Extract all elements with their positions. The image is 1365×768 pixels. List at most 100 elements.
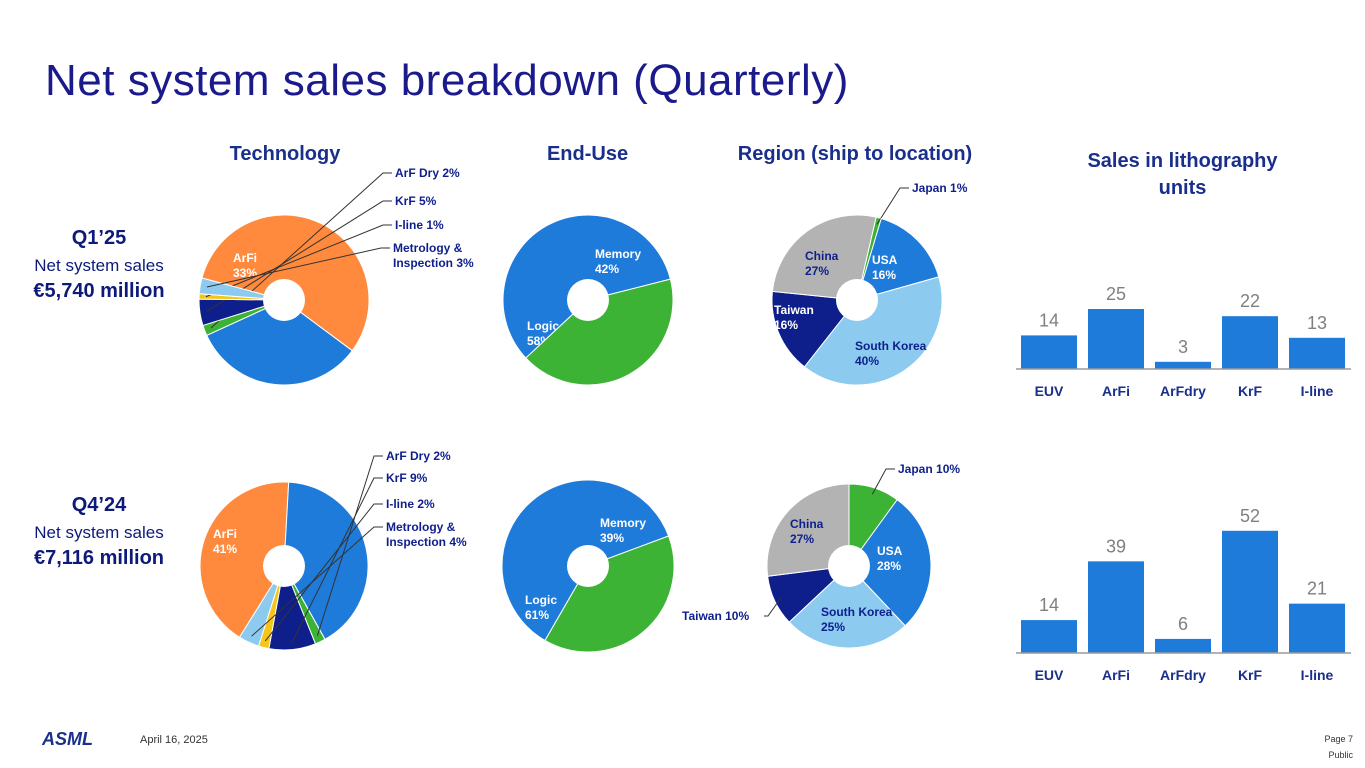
pie-slice-euv bbox=[199, 481, 290, 638]
pie-slice-memory bbox=[544, 535, 675, 653]
slice-label-arfi: ArFi 41% bbox=[213, 527, 237, 556]
quarter-block-q4-24: Q4’24 Net system sales €7,116 million bbox=[14, 494, 184, 570]
bar-arfdry bbox=[1155, 638, 1211, 653]
donut-hole bbox=[828, 545, 870, 587]
callout-label-krf: KrF 9% bbox=[386, 471, 428, 485]
slice-label-south-korea: South Korea 25% bbox=[821, 605, 893, 634]
page-title: Net system sales breakdown (Quarterly) bbox=[45, 56, 849, 105]
pie-slice-metrology-inspection bbox=[238, 565, 285, 647]
slice-label-logic: Logic 61% bbox=[525, 593, 557, 622]
bar-category-label: ArFdry bbox=[1160, 383, 1206, 399]
pie-end-use-1: Logic 58%Memory 42% bbox=[502, 214, 674, 386]
callout-line-metrology-inspection bbox=[251, 526, 383, 637]
slice-label-south-korea: South Korea 40% bbox=[855, 339, 927, 368]
pie-slice-usa bbox=[848, 498, 932, 627]
pie-end-use-5: Logic 61% Memory 39% bbox=[501, 479, 675, 653]
bar-category-label: EUV bbox=[1035, 667, 1064, 683]
bar-i-line bbox=[1289, 337, 1345, 369]
callout-label-taiwan: Taiwan 10% bbox=[682, 609, 749, 623]
heading-units: Sales in lithography units bbox=[1087, 150, 1278, 199]
callout-line-krf bbox=[291, 477, 383, 644]
footer-classification: Public bbox=[1328, 750, 1353, 760]
heading-region: Region (ship to location) bbox=[737, 143, 973, 165]
asml-logo: ASML bbox=[41, 729, 106, 754]
svg-text:ASML: ASML bbox=[42, 729, 93, 749]
slice-label-china: China 27% bbox=[805, 249, 839, 278]
bar-category-label: ArFi bbox=[1102, 383, 1130, 399]
callout-label-i-line: I-line 2% bbox=[386, 497, 435, 511]
pie-slice-south-korea bbox=[803, 276, 943, 386]
pie-slice-memory bbox=[525, 278, 674, 386]
bar-value-label: 39 bbox=[1106, 536, 1126, 556]
quarter-label: Q4’24 bbox=[71, 494, 127, 516]
callout-label-arf-dry: ArF Dry 2% bbox=[395, 166, 460, 180]
callout-line-metrology-inspection bbox=[206, 247, 390, 288]
callout-label-i-line: I-line 1% bbox=[395, 218, 444, 232]
callout-label-arf-dry: ArF Dry 2% bbox=[386, 449, 451, 463]
bar-category-label: KrF bbox=[1238, 667, 1263, 683]
bar-i-line bbox=[1289, 603, 1345, 653]
slice-label-usa: USA 16% bbox=[872, 253, 898, 282]
pie-slice-china bbox=[766, 483, 850, 577]
bar-category-label: I-line bbox=[1301, 667, 1334, 683]
pie-region-ship-to-location-6: Japan 10% USA 28% South Korea 25% Taiwan 10% C… bbox=[682, 462, 960, 649]
donut-hole bbox=[567, 545, 609, 587]
callout-label-japan: Japan 1% bbox=[912, 181, 968, 195]
bar-category-label: I-line bbox=[1301, 383, 1334, 399]
pie-slice-china bbox=[771, 214, 877, 301]
pie-region-ship-to-location-2: Japan 1% USA 16% South Korea 40% Taiwan 16% Chi… bbox=[771, 181, 968, 386]
pie-slice-arfi bbox=[283, 481, 369, 641]
callout-line-arf-dry bbox=[316, 455, 383, 636]
bar-value-label: 22 bbox=[1240, 291, 1260, 311]
sales-label: Net system sales bbox=[34, 256, 164, 275]
heading-end-use: End-Use bbox=[546, 143, 629, 165]
bar-euv bbox=[1021, 335, 1077, 369]
pie-slice-usa bbox=[856, 217, 940, 301]
bar-value-label: 14 bbox=[1039, 310, 1059, 330]
sales-label: Net system sales bbox=[34, 523, 164, 542]
callout-line-arf-dry bbox=[210, 172, 392, 329]
sales-value: €5,740 million bbox=[33, 280, 165, 302]
bar-arfi bbox=[1088, 561, 1144, 653]
bar-value-label: 25 bbox=[1106, 284, 1126, 304]
callout-line-japan bbox=[876, 187, 909, 225]
callout-label-krf: KrF 5% bbox=[395, 194, 437, 208]
pie-slice-south-korea bbox=[788, 565, 906, 649]
pie-slice-arfi bbox=[206, 299, 353, 386]
callout-label-metrology-inspection: Metrology & Inspection 4% bbox=[386, 520, 467, 549]
slice-label-memory: Memory 39% bbox=[600, 516, 646, 545]
footer-date: April 16, 2025 bbox=[140, 734, 208, 746]
bar-value-label: 3 bbox=[1178, 337, 1188, 357]
bar-value-label: 52 bbox=[1240, 506, 1260, 526]
bar-arfdry bbox=[1155, 361, 1211, 369]
donut-hole bbox=[263, 279, 305, 321]
callout-line-krf bbox=[206, 200, 392, 312]
quarter-label: Q1’25 bbox=[71, 227, 127, 249]
bar-arfi bbox=[1088, 309, 1144, 369]
bar-value-label: 21 bbox=[1307, 579, 1327, 599]
slice-label-usa: USA 28% bbox=[877, 544, 903, 573]
donut-hole bbox=[263, 545, 305, 587]
callout-label-japan: Japan 10% bbox=[898, 462, 960, 476]
slice-label-china: China 27% bbox=[790, 517, 824, 546]
callout-label-metrology-inspection: Metrology & Inspection 3% bbox=[393, 241, 474, 270]
slice-label-arfi: ArFi 33% bbox=[233, 251, 257, 280]
bar-krf bbox=[1222, 316, 1278, 369]
slice-label-memory: Memory 42% bbox=[595, 247, 641, 276]
bar-value-label: 13 bbox=[1307, 313, 1327, 333]
bar-chart-units-3: 14 EUV 25 ArFi 3 ArFdry 22 KrF 13 I-line bbox=[1016, 284, 1351, 399]
callout-line-i-line bbox=[264, 503, 383, 642]
bar-euv bbox=[1021, 620, 1077, 653]
bar-chart-units-7: 14 EUV 39 ArFi 6 ArFdry 52 KrF 21 I-line bbox=[1016, 506, 1351, 683]
callout-line-taiwan bbox=[764, 597, 782, 617]
bar-category-label: EUV bbox=[1035, 383, 1064, 399]
quarter-block-q1-25: Q1’25 Net system sales €5,740 million bbox=[14, 227, 184, 303]
pie-slice-taiwan bbox=[771, 290, 858, 368]
bar-category-label: ArFi bbox=[1102, 667, 1130, 683]
bar-krf bbox=[1222, 530, 1278, 653]
footer-page-number: Page 7 bbox=[1324, 734, 1353, 744]
donut-hole bbox=[836, 279, 878, 321]
